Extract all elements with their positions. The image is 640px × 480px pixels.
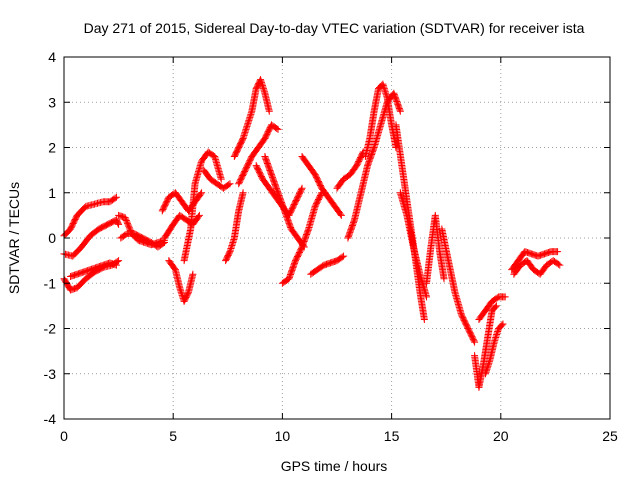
x-axis-label: GPS time / hours [281,458,388,474]
data-point [273,124,281,132]
series-track-y [423,211,448,287]
x-tick-label: 10 [275,428,291,444]
y-tick-label: 1 [48,185,56,201]
y-tick-label: 0 [48,230,56,246]
data-point [336,210,344,218]
series-track-x [396,189,431,301]
data-point [340,252,348,260]
data-point [189,270,197,278]
data-point [198,189,206,197]
data-point [112,193,120,201]
data-point [111,194,119,202]
data-point [159,239,167,247]
series-track-ad [508,248,562,274]
data-point [492,302,500,310]
data-point [298,184,306,192]
series-track-ae [510,257,564,278]
data-point [554,260,562,268]
data-point [124,221,132,229]
y-tick-label: 4 [48,49,56,65]
series-track-aa [471,302,500,391]
data-point [121,214,129,222]
ticks-layer: 0 5 10 15 20 25 -4 -3 -2 -1 0 1 2 3 4 [44,49,618,444]
series-track-ac [475,293,509,323]
y-axis-label: SDTVAR / TECUs [6,182,22,294]
x-tick-label: 5 [169,428,177,444]
series-track-b [60,216,123,260]
data-point [125,224,133,232]
x-tick-label: 0 [60,428,68,444]
y-tick-label: -3 [44,366,57,382]
data-point [115,220,123,228]
data-point [239,189,247,197]
data-point [217,175,225,183]
data-point [499,320,507,328]
data-point [491,303,499,311]
data-point [554,248,562,256]
data-point [396,106,404,114]
data-point [125,222,133,230]
data-point [304,226,312,234]
series-track-m [230,76,273,161]
y-tick-label: 2 [48,140,56,156]
x-tick-label: 25 [602,428,618,444]
series-track-z [438,225,479,346]
data-point [194,213,202,221]
data-point [556,261,564,269]
series-track-v [361,80,400,161]
series-track-r [298,153,345,219]
series-track-a [60,193,120,240]
data-point [423,293,431,301]
grid-layer [64,57,610,419]
x-tick-label: 20 [493,428,509,444]
series-track-f [117,229,168,251]
data-point [226,180,234,188]
series-track-d [67,259,120,280]
series-track-l [222,189,247,265]
x-tick-label: 15 [384,428,400,444]
data-point [440,275,448,283]
data-point [112,261,120,269]
series-track-t [333,148,367,192]
marks-layer [60,76,564,391]
data-point [122,217,130,225]
data-point [122,215,130,223]
series-track-n [235,121,282,188]
y-tick-label: -1 [44,275,57,291]
chart-title: Day 271 of 2015, Sidereal Day-to-day VTE… [84,20,585,36]
series-track-ab [482,320,507,378]
data-point [115,257,123,265]
data-point [197,190,205,198]
data-point [350,217,358,225]
data-point [338,253,346,261]
series-track-j [180,148,225,265]
data-point [274,125,282,133]
series-track-s [307,252,348,278]
data-point [370,145,378,153]
y-tick-label: -2 [44,321,57,337]
data-point [114,219,122,227]
data-point [124,219,132,227]
data-point [420,315,428,323]
series-track-i [165,257,197,305]
data-point [225,181,233,189]
series-track-q [278,189,326,287]
data-point [337,211,345,219]
data-point [498,321,506,329]
data-point [471,338,479,346]
data-point [265,107,273,115]
data-point [396,107,404,115]
data-point [195,211,203,219]
y-tick-label: -4 [44,411,57,427]
series-track-k [200,166,234,192]
data-point [470,337,478,345]
data-point [297,186,305,194]
data-point [123,218,131,226]
y-tick-label: 3 [48,94,56,110]
data-point [501,293,509,301]
